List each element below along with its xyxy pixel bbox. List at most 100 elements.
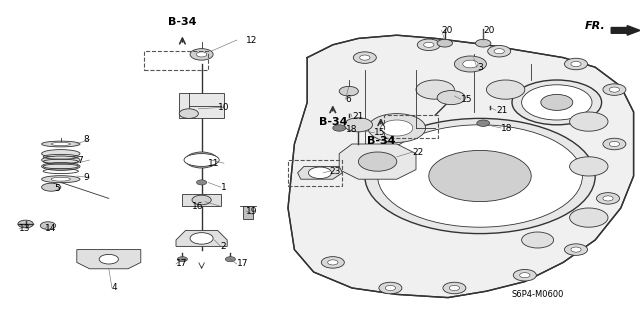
Circle shape [40,222,56,229]
Circle shape [609,141,620,147]
Text: 17: 17 [237,260,248,268]
Text: 19: 19 [246,207,258,216]
Circle shape [596,193,620,204]
Circle shape [308,167,332,179]
Polygon shape [77,250,141,269]
Circle shape [443,282,466,294]
Text: 10: 10 [218,103,229,112]
Circle shape [381,120,413,136]
Text: 20: 20 [442,26,453,35]
Ellipse shape [42,176,80,183]
Circle shape [417,39,440,51]
Circle shape [196,180,207,185]
Circle shape [476,39,491,47]
Circle shape [368,114,426,142]
Text: 23: 23 [330,167,341,176]
Ellipse shape [42,156,80,164]
Circle shape [365,118,595,234]
Text: FR.: FR. [585,20,605,31]
Circle shape [512,80,602,125]
Circle shape [437,91,465,105]
Circle shape [603,84,626,95]
Bar [243,206,253,219]
Circle shape [196,52,207,57]
Text: 21: 21 [352,112,364,121]
Text: B-34: B-34 [367,136,395,146]
Bar [288,160,342,186]
Circle shape [494,49,504,54]
Circle shape [360,55,370,60]
Bar [384,115,438,138]
Text: 4: 4 [112,284,118,292]
Circle shape [190,233,213,244]
Ellipse shape [42,150,80,158]
Circle shape [437,39,452,47]
Ellipse shape [51,177,70,181]
Circle shape [379,282,402,294]
Circle shape [522,85,592,120]
Polygon shape [339,144,416,179]
Circle shape [541,94,573,110]
Circle shape [571,61,581,67]
Text: 14: 14 [45,224,56,233]
Circle shape [477,120,490,126]
Ellipse shape [51,142,70,146]
Circle shape [339,86,358,96]
Circle shape [564,58,588,70]
Text: 17: 17 [176,260,188,268]
Text: 22: 22 [413,148,424,156]
Text: 3: 3 [477,63,483,72]
Text: 18: 18 [346,125,357,134]
Circle shape [449,285,460,291]
Text: 6: 6 [346,95,351,104]
Circle shape [99,254,118,264]
Circle shape [225,257,236,262]
Ellipse shape [42,163,80,171]
Circle shape [570,112,608,131]
Circle shape [571,247,581,252]
Circle shape [609,87,620,92]
Circle shape [564,244,588,255]
Bar [179,93,224,118]
Circle shape [190,49,213,60]
Circle shape [454,56,486,72]
Circle shape [177,257,188,262]
Text: 11: 11 [208,159,220,168]
Text: 16: 16 [192,202,204,211]
Text: 1: 1 [221,183,227,192]
Circle shape [321,257,344,268]
Circle shape [333,125,346,131]
Polygon shape [176,230,227,246]
Ellipse shape [42,183,61,191]
Text: 9: 9 [83,173,89,182]
Circle shape [344,118,372,132]
Circle shape [328,260,338,265]
Circle shape [193,156,210,164]
Text: B-34: B-34 [168,17,196,28]
Text: S6P4-M0600: S6P4-M0600 [511,290,564,299]
Circle shape [603,138,626,150]
Text: 13: 13 [19,224,31,233]
Circle shape [385,285,396,291]
Circle shape [18,220,33,228]
Text: 15: 15 [374,128,386,137]
Text: 21: 21 [496,106,508,115]
Circle shape [429,150,531,202]
Bar [182,194,221,206]
Text: 7: 7 [77,156,83,164]
Circle shape [570,157,608,176]
Polygon shape [298,166,342,179]
Circle shape [520,273,530,278]
Text: 15: 15 [461,95,472,104]
Circle shape [416,80,454,99]
Text: B-34: B-34 [319,116,347,127]
Circle shape [488,45,511,57]
Circle shape [353,52,376,63]
Circle shape [186,152,218,168]
Circle shape [192,195,211,205]
Polygon shape [288,35,634,298]
Circle shape [358,152,397,171]
Circle shape [570,208,608,227]
Circle shape [486,80,525,99]
Circle shape [378,125,582,227]
